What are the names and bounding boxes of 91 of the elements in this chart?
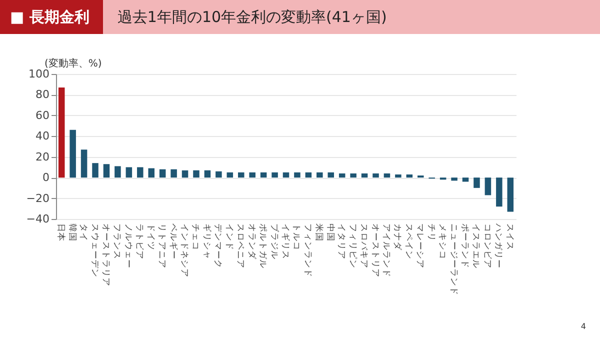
bar xyxy=(406,174,413,178)
bar xyxy=(238,172,244,178)
y-tick-label: 60 xyxy=(36,108,50,122)
x-tick-label: チリ xyxy=(426,224,436,242)
bar xyxy=(103,164,110,178)
bar xyxy=(484,178,492,196)
bar xyxy=(361,173,368,178)
bar xyxy=(272,172,278,178)
y-tick-label: 0 xyxy=(42,171,50,184)
x-tick-label: イスラエル xyxy=(470,224,481,268)
bar xyxy=(305,172,312,178)
x-tick-label: スペイン xyxy=(403,224,414,260)
x-tick-label: インド xyxy=(224,224,234,250)
x-tick-label: イタリア xyxy=(336,224,346,260)
y-tick-label: 80 xyxy=(36,88,50,102)
bar xyxy=(282,172,290,178)
x-tick-label: ポーランド xyxy=(460,224,470,268)
x-tick-label: タイ xyxy=(78,224,88,242)
text: ■ 長期金利 xyxy=(0,0,104,34)
x-tick-label: フランス xyxy=(112,224,122,260)
bar xyxy=(496,178,502,207)
x-tick-label: 韓国 xyxy=(66,224,78,242)
bar xyxy=(328,172,334,178)
x-tick-label: デンマーク xyxy=(212,224,223,268)
bar xyxy=(507,178,514,212)
x-tick-label: スイス xyxy=(504,224,514,250)
x-tick-label: ハンガリー xyxy=(493,222,504,268)
bar xyxy=(148,168,154,178)
x-tick-label: ギリシャ xyxy=(201,224,212,260)
x-tick-label: ポルトガル xyxy=(258,224,268,268)
bar xyxy=(92,163,98,178)
bar xyxy=(193,170,200,178)
x-tick-label: ノルウェー xyxy=(122,224,133,268)
bar xyxy=(126,167,132,178)
x-tick-label: オーストリア xyxy=(370,224,380,278)
x-tick-label: ベルギー xyxy=(168,224,179,260)
x-tick-label: アイルランド xyxy=(380,224,391,278)
bar xyxy=(226,172,234,178)
x-tick-label: フィンランド xyxy=(302,224,312,278)
x-tick-label: ドイツ xyxy=(145,224,156,250)
x-tick-label: コロンビア xyxy=(482,224,493,268)
bar xyxy=(80,150,88,178)
x-tick-label: インドネシア xyxy=(179,224,190,278)
bar xyxy=(384,173,390,178)
bar xyxy=(114,166,121,178)
y-tick-label: 20 xyxy=(36,150,50,164)
y-tick-label: 40 xyxy=(36,130,50,143)
bar xyxy=(372,173,379,178)
bar xyxy=(462,178,469,182)
bar xyxy=(316,172,323,178)
bar xyxy=(294,172,300,178)
bar xyxy=(170,169,177,178)
x-tick-label: トルコ xyxy=(291,224,302,250)
bar xyxy=(216,171,222,178)
y-axis-title: (変動率、%) xyxy=(44,58,102,70)
chart-title: 過去1年間の10年金利の変動率(41ヶ国) xyxy=(116,8,387,26)
x-tick-label: カナダ xyxy=(392,224,404,252)
x-tick-label: ラトビア xyxy=(134,224,146,260)
bar xyxy=(395,174,402,178)
x-tick-label: オランダ xyxy=(246,224,258,260)
x-tick-label: 日本 xyxy=(56,224,67,242)
x-tick-label: メキシコ xyxy=(437,224,448,260)
bar xyxy=(70,130,76,178)
x-tick-label: リトアニア xyxy=(156,224,167,268)
x-tick-label: イギリス xyxy=(280,224,291,260)
bar xyxy=(260,172,267,178)
bar xyxy=(159,169,166,178)
x-tick-label: スロバキア xyxy=(358,224,369,268)
x-tick-label: 米国 xyxy=(314,224,325,242)
x-tick-label: マレーシア xyxy=(414,224,425,268)
bar xyxy=(137,167,144,178)
x-tick-label: オーストラリア xyxy=(100,224,110,286)
bar xyxy=(338,173,346,178)
x-tick-label: スロベニア xyxy=(235,224,246,268)
x-tick-label: スウェーデン xyxy=(89,224,100,278)
y-tick-label: −20 xyxy=(26,192,50,205)
bar xyxy=(182,170,188,178)
x-tick-label: チェコ xyxy=(190,224,200,250)
bar xyxy=(58,87,65,178)
x-tick-label: フィリピン xyxy=(347,224,358,268)
bar xyxy=(350,173,356,178)
x-tick-label: 中国 xyxy=(324,224,336,242)
bar xyxy=(249,172,256,178)
y-tick-label: 100 xyxy=(28,68,50,80)
bar xyxy=(451,178,458,181)
bar xyxy=(474,178,480,188)
y-tick-label: −40 xyxy=(26,212,50,226)
x-tick-label: ニュージーランド xyxy=(448,224,458,296)
bar xyxy=(204,170,211,178)
text: 4 xyxy=(580,322,586,331)
x-tick-label: ブラジル xyxy=(268,224,280,260)
